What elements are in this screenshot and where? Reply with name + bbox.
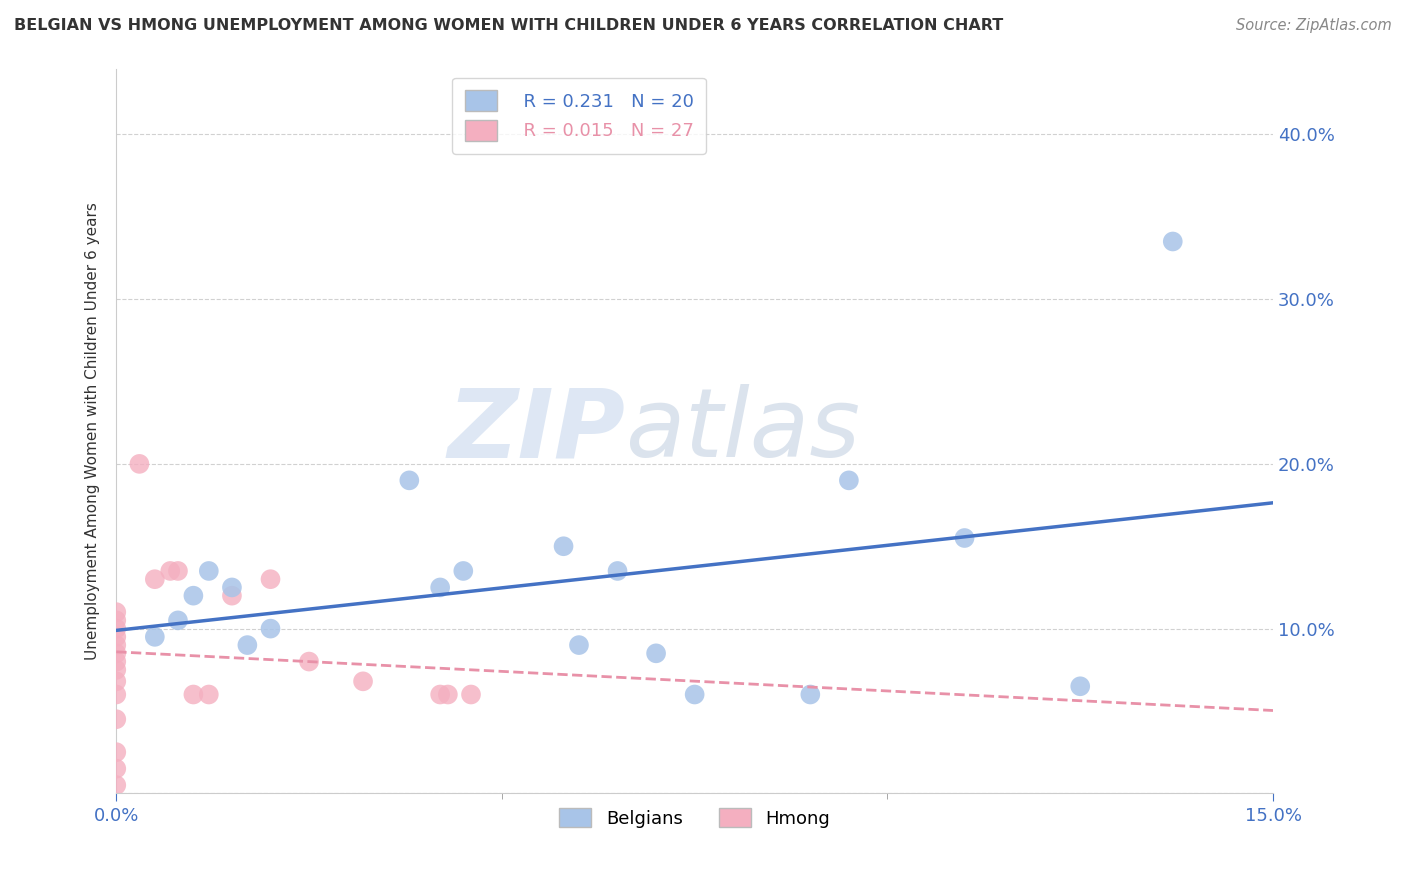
Point [398, 474, 420, 488]
Point [128, 457, 150, 471]
Point [683, 688, 706, 702]
Point [429, 581, 451, 595]
Point [221, 581, 243, 595]
Text: Source: ZipAtlas.com: Source: ZipAtlas.com [1236, 18, 1392, 33]
Point [167, 564, 190, 578]
Point [143, 630, 166, 644]
Point [352, 674, 374, 689]
Y-axis label: Unemployment Among Women with Children Under 6 years: Unemployment Among Women with Children U… [86, 202, 100, 660]
Point [259, 622, 281, 636]
Point [198, 564, 221, 578]
Point [1069, 679, 1091, 693]
Point [460, 688, 482, 702]
Point [198, 688, 221, 702]
Point [953, 531, 976, 545]
Point [105, 663, 128, 677]
Legend: Belgians, Hmong: Belgians, Hmong [551, 801, 838, 835]
Point [838, 474, 860, 488]
Text: atlas: atlas [626, 384, 860, 477]
Point [236, 638, 259, 652]
Point [105, 745, 128, 759]
Text: BELGIAN VS HMONG UNEMPLOYMENT AMONG WOMEN WITH CHILDREN UNDER 6 YEARS CORRELATIO: BELGIAN VS HMONG UNEMPLOYMENT AMONG WOME… [14, 18, 1004, 33]
Point [298, 655, 321, 669]
Point [568, 638, 591, 652]
Point [143, 572, 166, 586]
Point [105, 638, 128, 652]
Point [105, 605, 128, 619]
Point [183, 589, 205, 603]
Point [183, 688, 205, 702]
Point [799, 688, 821, 702]
Point [105, 674, 128, 689]
Point [453, 564, 475, 578]
Point [105, 762, 128, 776]
Point [221, 589, 243, 603]
Point [167, 613, 190, 627]
Point [105, 778, 128, 792]
Point [429, 688, 451, 702]
Point [105, 630, 128, 644]
Text: ZIP: ZIP [447, 384, 626, 477]
Point [259, 572, 281, 586]
Point [437, 688, 460, 702]
Point [105, 712, 128, 726]
Point [606, 564, 628, 578]
Point [159, 564, 181, 578]
Point [105, 655, 128, 669]
Point [553, 539, 575, 553]
Point [105, 646, 128, 660]
Point [1161, 235, 1184, 249]
Point [645, 646, 668, 660]
Point [105, 613, 128, 627]
Point [105, 622, 128, 636]
Point [105, 688, 128, 702]
